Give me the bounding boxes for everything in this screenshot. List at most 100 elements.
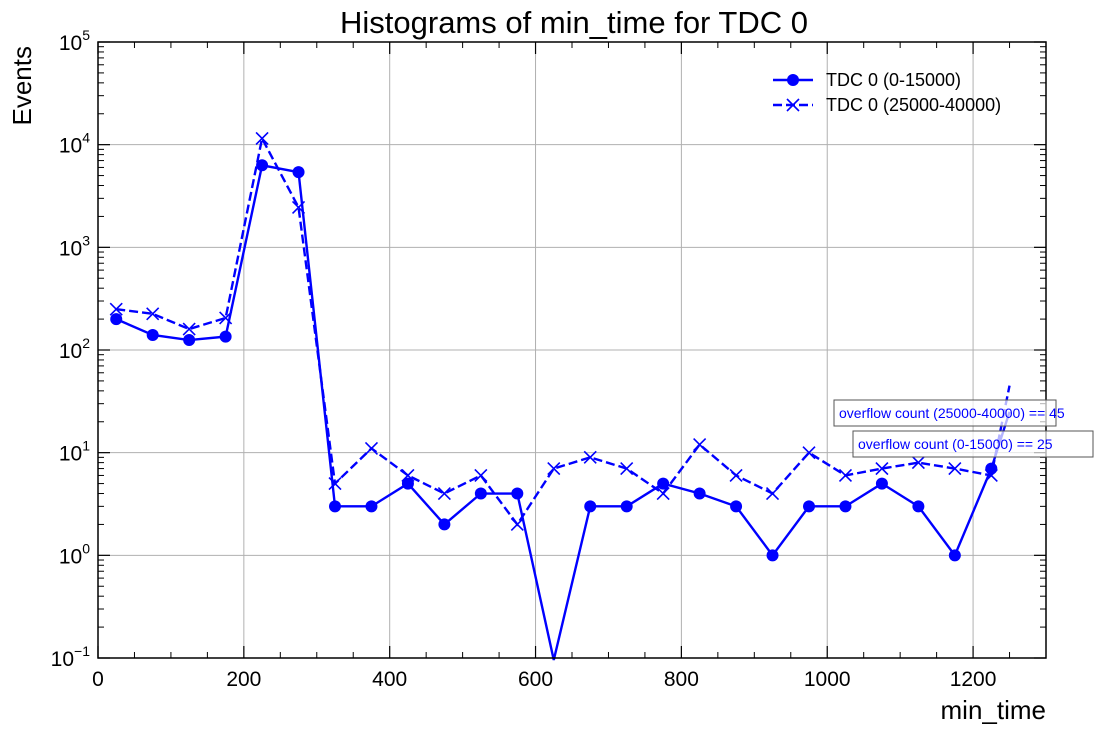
overflow-annotation: overflow count (0-15000) == 25 [852, 430, 1094, 458]
data-point [146, 307, 160, 321]
data-point [292, 166, 305, 179]
data-point [365, 500, 378, 513]
y-tick-exponent: 5 [82, 27, 90, 43]
y-tick-exponent: 4 [82, 130, 90, 146]
y-tick-exponent: 1 [82, 438, 90, 454]
marker-stroke [109, 302, 123, 316]
marker-stroke [984, 468, 998, 483]
marker-stroke [255, 131, 269, 146]
legend-item: TDC 0 (0-15000) [773, 70, 961, 90]
data-point [291, 200, 306, 214]
data-point [911, 456, 925, 470]
data-point [401, 468, 415, 483]
data-point [948, 549, 961, 562]
x-tick-label: 400 [372, 668, 407, 691]
data-point [329, 500, 341, 513]
marker-stroke [474, 468, 488, 483]
y-tick-base: 10 [59, 545, 82, 568]
data-point [256, 159, 269, 172]
data-point [730, 500, 743, 513]
data-point [657, 477, 670, 490]
data-point [109, 302, 123, 316]
data-point [511, 487, 524, 500]
data-point [255, 131, 269, 146]
x-axis-label: min_time [941, 695, 1046, 725]
data-point [146, 328, 159, 341]
series-line [115, 163, 1011, 661]
annotation-text: overflow count (25000-40000) == 45 [839, 405, 1065, 421]
data-point [766, 549, 779, 562]
data-point [875, 477, 888, 490]
marker-stroke [948, 462, 962, 476]
marker-stroke [146, 307, 160, 321]
marker-stroke [437, 486, 451, 501]
data-point [474, 468, 488, 483]
annotation-box [852, 430, 1094, 458]
data-point [838, 468, 853, 483]
y-tick-label: 103 [59, 232, 90, 260]
x-tick-label: 1200 [950, 668, 997, 691]
data-point [729, 468, 743, 483]
legend: TDC 0 (0-15000) TDC 0 (25000-40000) [773, 70, 1001, 115]
data-point [620, 500, 633, 513]
data-point [948, 462, 962, 476]
legend-marker [786, 98, 800, 112]
y-tick-exponent: 3 [82, 232, 90, 248]
marker-stroke [693, 437, 707, 452]
x-tick-label: 200 [226, 668, 261, 691]
marker-stroke [911, 456, 925, 470]
y-tick-base: 10 [59, 443, 82, 466]
data-point [656, 486, 670, 501]
marker-stroke [583, 450, 597, 464]
marker-stroke [328, 477, 342, 491]
data-point [620, 462, 634, 476]
data-point [584, 500, 597, 513]
series-2 [109, 131, 1011, 531]
y-axis-label: Events [7, 46, 37, 126]
data-point [401, 477, 414, 490]
data-point [693, 437, 707, 452]
marker-stroke [838, 468, 853, 483]
x-tick-label: 600 [518, 668, 553, 691]
y-tick-base: 10 [59, 340, 82, 363]
marker-stroke [401, 468, 415, 483]
marker-stroke [291, 200, 306, 214]
series-line [116, 134, 1011, 527]
data-point [438, 518, 451, 531]
data-point [183, 334, 196, 347]
legend-marker [787, 74, 799, 86]
marker-stroke [802, 446, 816, 460]
data-point [364, 441, 379, 455]
y-tick-label: 10−1 [51, 643, 91, 671]
data-point [802, 446, 816, 460]
legend-item: TDC 0 (25000-40000) [773, 95, 1001, 115]
y-tick-base: 10 [59, 237, 82, 260]
data-point [803, 500, 815, 513]
data-point [912, 500, 925, 513]
annotations: overflow count (25000-40000) == 45 overfl… [833, 399, 1094, 458]
y-tick-base: 10 [59, 32, 82, 55]
marker-stroke [547, 462, 561, 476]
y-tick-exponent: 2 [82, 335, 90, 351]
data-point [437, 486, 451, 501]
data-point [839, 500, 852, 513]
marker-stroke [656, 486, 670, 501]
marker-stroke [620, 462, 634, 476]
y-tick-label: 102 [59, 335, 90, 363]
chart-title: Histograms of min_time for TDC 0 [340, 5, 808, 40]
marker-stroke [765, 486, 780, 501]
data-point [547, 462, 561, 476]
data-point [219, 311, 233, 325]
grid [98, 42, 1046, 658]
data-point [474, 487, 487, 500]
legend-label: TDC 0 (25000-40000) [826, 95, 1001, 115]
annotation-box [833, 399, 1057, 427]
marker-stroke [219, 311, 233, 325]
x-tick-labels: 0 200 400 600 800 1000 1200 [92, 668, 996, 691]
data-point [510, 517, 524, 531]
y-tick-exponent: 0 [82, 540, 90, 556]
marker-stroke [364, 441, 379, 455]
data-point [328, 477, 342, 491]
x-tick-label: 1000 [804, 668, 851, 691]
